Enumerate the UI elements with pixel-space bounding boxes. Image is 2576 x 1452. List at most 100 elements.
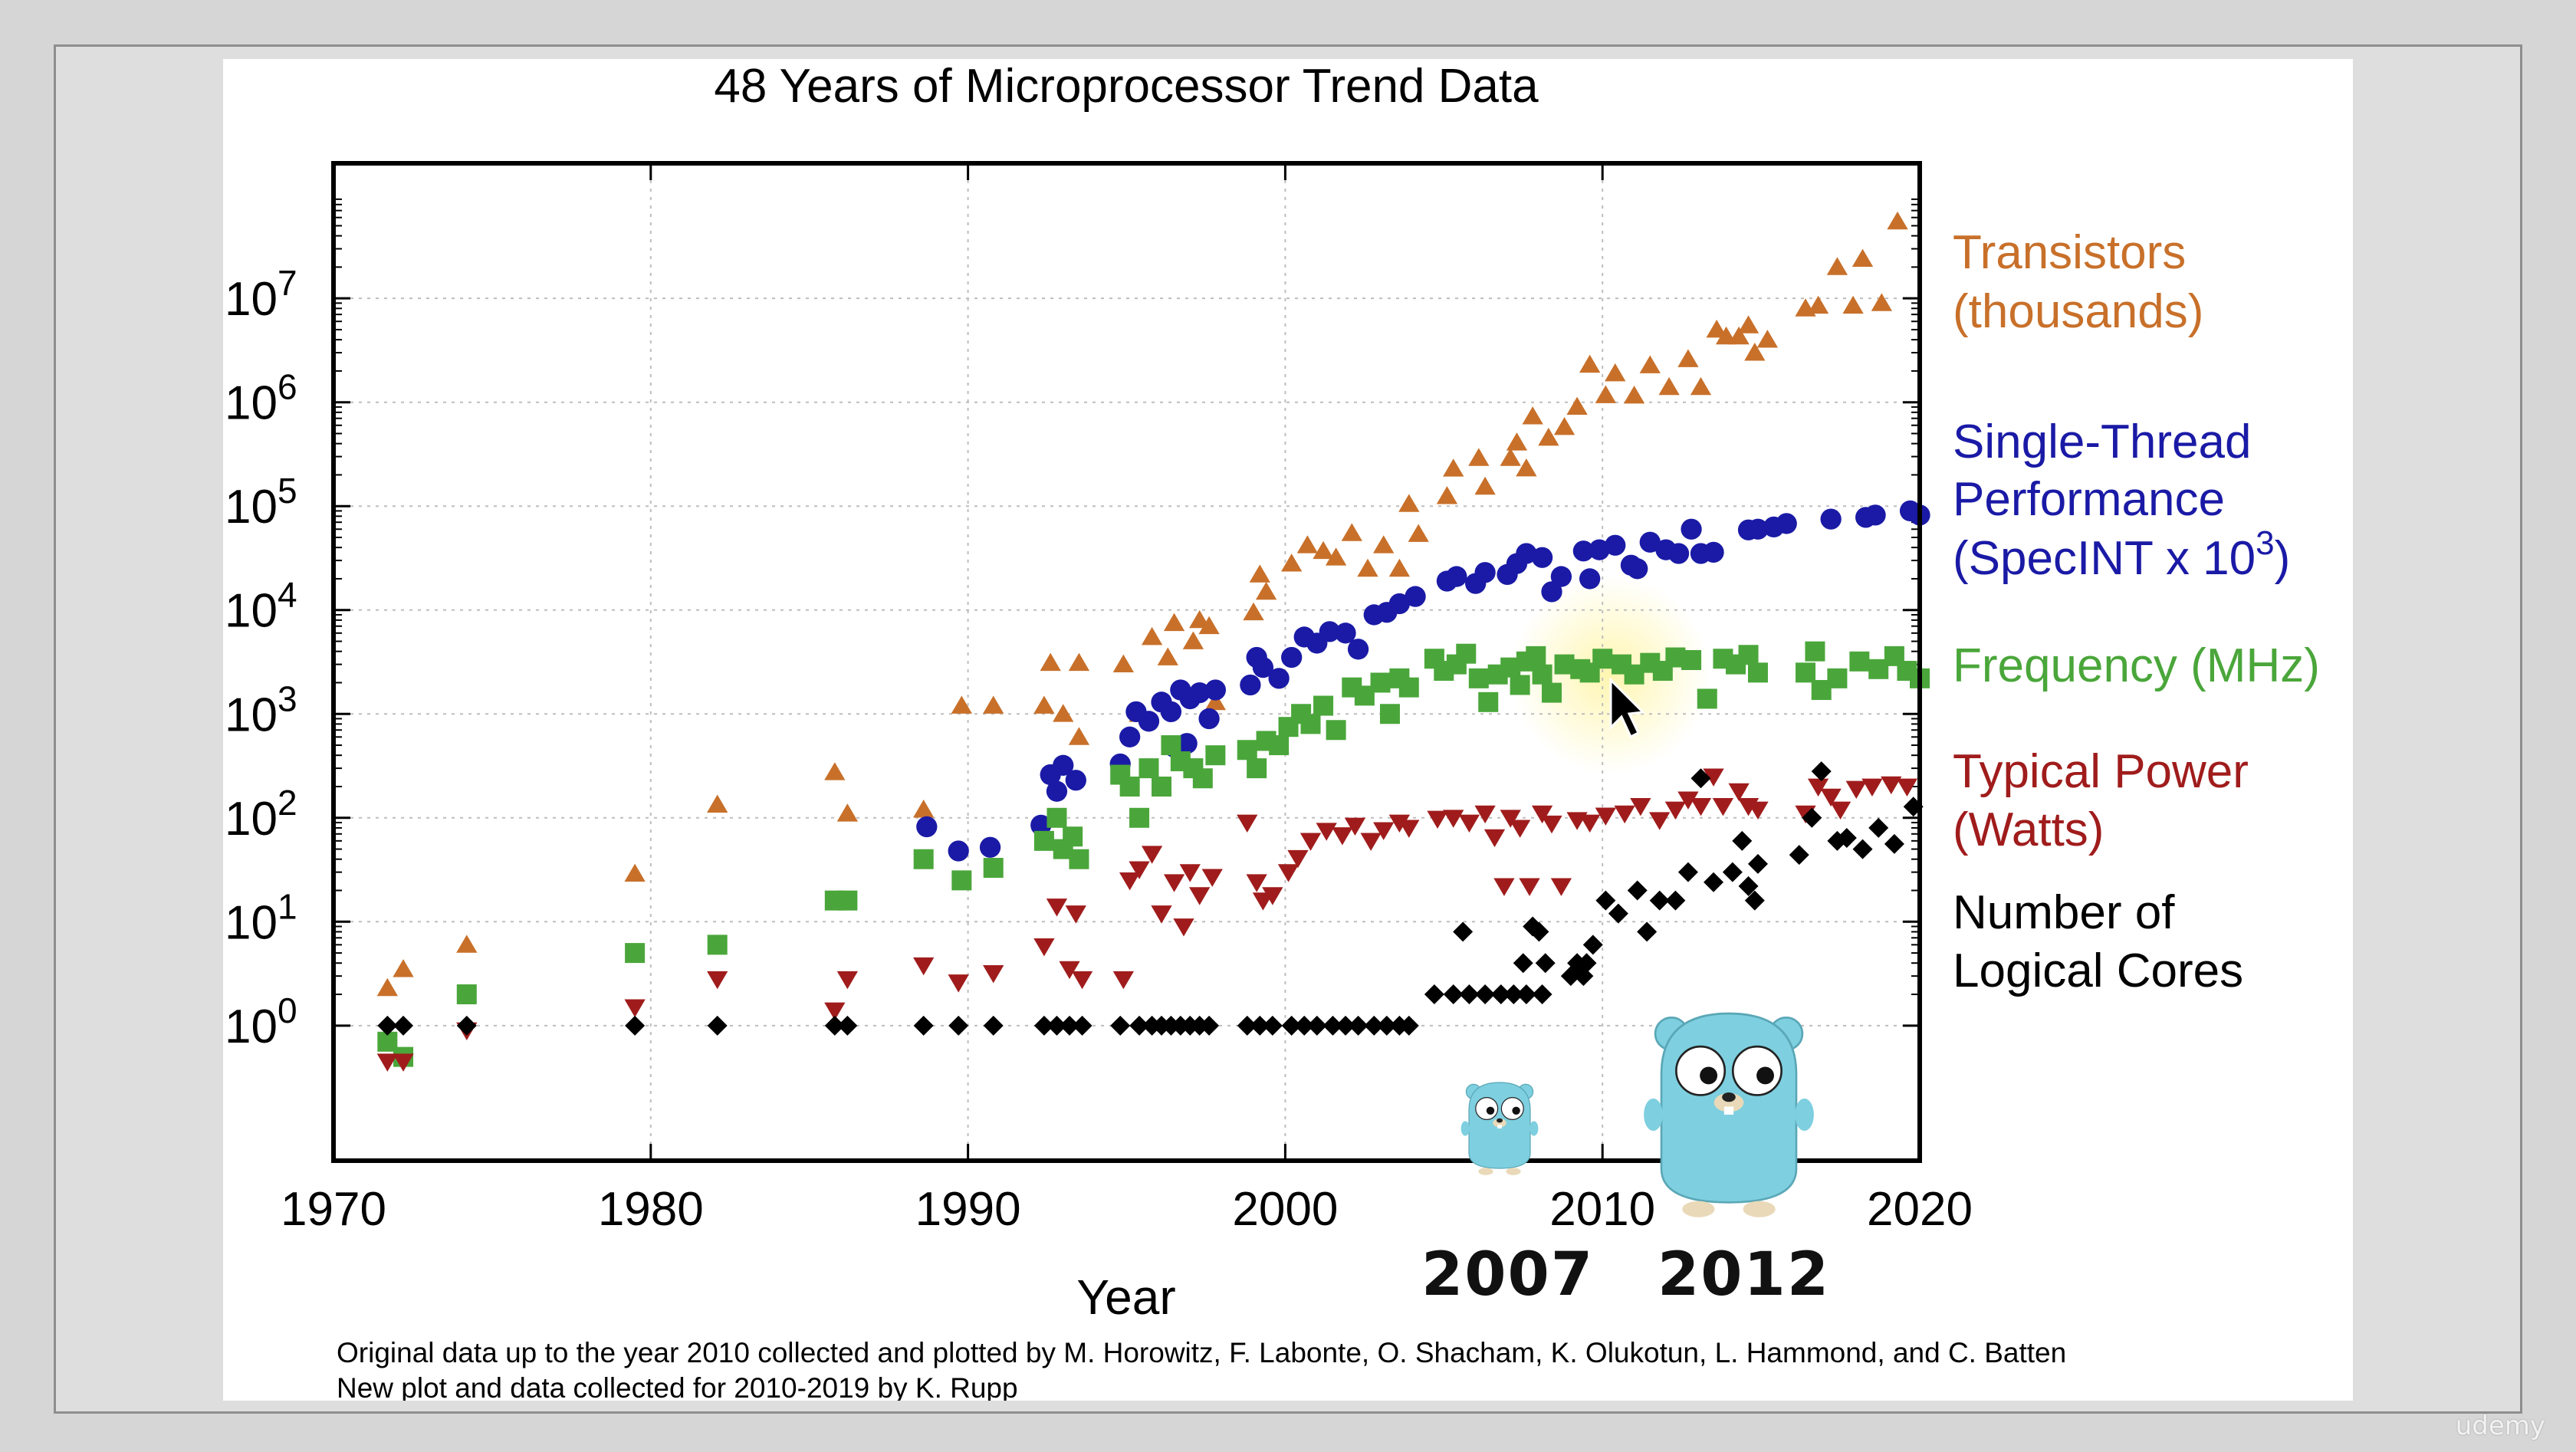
frequency-point xyxy=(1805,641,1825,662)
transistor-point xyxy=(1522,406,1543,425)
power-point xyxy=(1189,887,1211,905)
transistor-point xyxy=(1255,581,1277,600)
cores-point xyxy=(1532,984,1552,1005)
cores-point xyxy=(1836,828,1857,849)
transistor-point xyxy=(1408,524,1429,542)
performance-point xyxy=(1747,518,1769,540)
power-point xyxy=(913,957,935,976)
transistor-point xyxy=(1198,616,1220,635)
cores-point xyxy=(1595,890,1616,911)
series-4 xyxy=(377,761,1924,1036)
performance-point xyxy=(1446,566,1467,587)
gopher-arm xyxy=(1644,1098,1663,1132)
cores-point xyxy=(1665,890,1686,911)
performance-point xyxy=(1579,568,1601,590)
gopher-nose xyxy=(1722,1092,1736,1102)
cores-point xyxy=(377,1015,398,1036)
cores-point xyxy=(1110,1015,1131,1036)
power-point xyxy=(1500,810,1521,828)
gopher-muzzle xyxy=(1714,1092,1744,1112)
gopher-eye xyxy=(1731,1045,1783,1096)
performance-point xyxy=(1820,508,1842,530)
frequency-point xyxy=(1247,758,1267,779)
cores-point xyxy=(1884,833,1904,854)
power-point xyxy=(1046,898,1068,917)
cores-point xyxy=(1250,1015,1270,1036)
cores-point xyxy=(948,1015,969,1036)
performance-point xyxy=(1252,657,1274,678)
transistor-point xyxy=(1141,626,1163,646)
power-point xyxy=(1059,961,1080,980)
y-tick-label: 107 xyxy=(225,263,297,326)
series-0 xyxy=(376,211,1908,997)
x-tick-label: 2010 xyxy=(1549,1183,1655,1236)
cores-point xyxy=(1475,984,1496,1005)
y-tick-label: 100 xyxy=(225,990,297,1053)
power-point xyxy=(1703,768,1724,787)
chart-title: 48 Years of Microprocessor Trend Data xyxy=(714,60,1539,113)
cores-point xyxy=(1294,1015,1315,1036)
frequency-point xyxy=(1069,849,1089,869)
frequency-point xyxy=(1379,704,1400,724)
x-tick-label: 2020 xyxy=(1867,1183,1973,1236)
power-point xyxy=(948,974,969,993)
transistor-point xyxy=(1871,293,1892,311)
power-point xyxy=(1807,778,1829,797)
mascot-label-2007: 2007 xyxy=(1421,1240,1595,1309)
frequency-point xyxy=(1129,807,1150,828)
power-point xyxy=(1033,938,1055,957)
frequency-point xyxy=(1456,643,1477,664)
cores-point xyxy=(1490,984,1511,1005)
power-point xyxy=(1237,814,1258,833)
power-point xyxy=(393,1053,414,1072)
trend-chart: 48 Years of Microprocessor Trend Data 197… xyxy=(225,60,2320,1401)
transistor-point xyxy=(1033,695,1055,714)
cores-point xyxy=(1789,845,1809,866)
power-point xyxy=(1829,801,1852,820)
transistor-point xyxy=(1281,554,1303,572)
power-point xyxy=(1531,805,1553,824)
gopher-mascot-small-icon xyxy=(1460,1082,1539,1175)
mascot-label-2012: 2012 xyxy=(1658,1240,1831,1309)
power-point xyxy=(1820,788,1842,807)
transistor-point xyxy=(1516,458,1537,477)
transistor-point xyxy=(1737,315,1760,333)
gopher-nose xyxy=(1497,1118,1503,1123)
transistor-point xyxy=(1706,319,1727,338)
transistor-point xyxy=(1443,458,1464,477)
performance-point xyxy=(1541,581,1562,603)
performance-point xyxy=(1865,504,1886,526)
frequency-point xyxy=(951,870,972,891)
cores-point xyxy=(1364,1015,1385,1036)
transistor-point xyxy=(1068,727,1090,745)
transistor-point xyxy=(1595,385,1616,403)
power-point xyxy=(1493,878,1515,896)
frequency-point xyxy=(1468,668,1489,688)
frequency-point xyxy=(1237,740,1257,760)
transistor-point xyxy=(1579,354,1601,373)
power-point xyxy=(1443,810,1464,828)
transistor-point xyxy=(824,762,846,780)
power-point xyxy=(1179,864,1201,882)
cores-point xyxy=(1529,921,1549,942)
power-point xyxy=(1728,783,1750,802)
power-point xyxy=(1550,878,1572,896)
gopher-eye xyxy=(1675,1045,1727,1096)
cores-point xyxy=(1424,984,1444,1005)
y-tick-label: 106 xyxy=(225,367,297,430)
power-point xyxy=(1201,869,1223,887)
power-point xyxy=(1071,971,1093,990)
power-point xyxy=(1262,887,1283,905)
power-point xyxy=(1360,833,1382,851)
frequency-point xyxy=(1313,695,1334,716)
power-point xyxy=(1458,814,1480,833)
cores-point xyxy=(1722,862,1743,882)
gopher-pupil xyxy=(1512,1106,1520,1115)
watermark-logo: udemy xyxy=(2455,1411,2545,1441)
cores-point xyxy=(1677,862,1698,882)
frequency-point xyxy=(983,858,1004,879)
performance-point xyxy=(1627,558,1648,580)
frequency-point xyxy=(625,943,646,964)
x-tick-label: 1980 xyxy=(598,1183,704,1236)
cores-point xyxy=(1398,1015,1419,1036)
